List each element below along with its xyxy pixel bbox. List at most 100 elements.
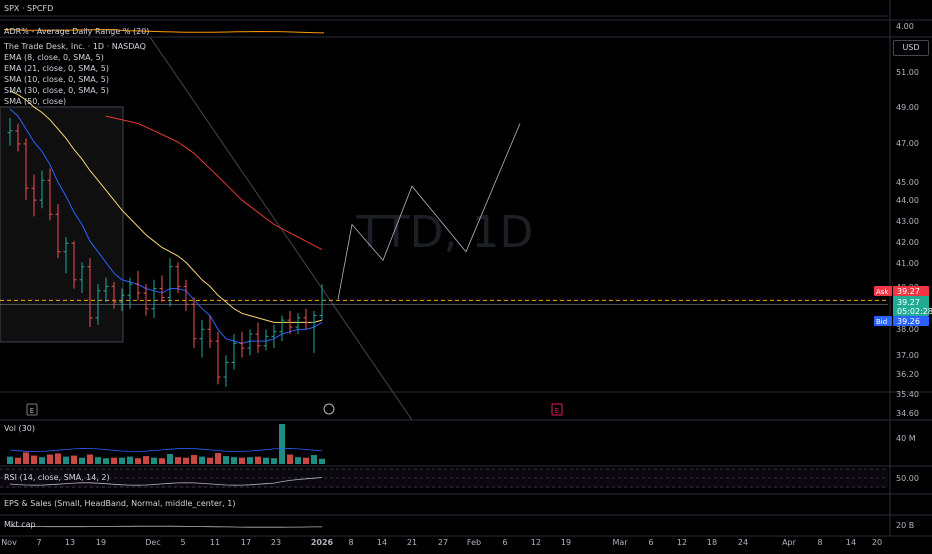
price-axis[interactable]: 4.00 51.00 49.00 47.00 45.00 44.00 43.00 42.00 4… (874, 22, 932, 530)
time-tick: Apr (782, 538, 797, 547)
price-tick: 42.00 (896, 238, 919, 247)
spx-title: SPX · SPCFD (4, 4, 54, 13)
volume-bar (215, 452, 221, 464)
last-price: 39.27 (897, 298, 920, 307)
volume-bar (39, 457, 45, 464)
mktcap-pane (9, 525, 322, 528)
rsi-label[interactable]: RSI (14, close, SMA, 14, 2) (4, 473, 110, 482)
price-tick: 49.00 (896, 103, 919, 112)
volume-bar (287, 454, 293, 464)
volume-bar (255, 456, 261, 464)
ema8-line (9, 108, 323, 344)
time-tick: 18 (707, 538, 717, 547)
ask-price: 39.27 (897, 287, 920, 296)
time-tick: 7 (36, 538, 41, 547)
eps-label[interactable]: EPS & Sales (Small, HeadBand, Normal, mi… (4, 499, 236, 508)
price-tick: 47.00 (896, 139, 919, 148)
volume-bar (279, 424, 285, 464)
legend-sma30[interactable]: SMA (30, close, 0, SMA, 5) (4, 86, 109, 95)
volume-bar (31, 455, 37, 464)
volume-bar (271, 458, 277, 464)
rsi-axis-tick: 50.00 (896, 474, 919, 483)
split-marker (323, 403, 335, 415)
time-tick: 20 (872, 538, 882, 547)
time-tick: 17 (241, 538, 251, 547)
volume-bar (191, 455, 197, 464)
price-tick: 34.60 (896, 409, 919, 418)
volume-ma-line (9, 448, 323, 452)
symbol-watermark: TTD, 1D (356, 207, 534, 258)
adr-label: ADR% - Average Daily Range % (20) (4, 27, 150, 36)
volume-bar (175, 457, 181, 464)
time-tick: 13 (65, 538, 75, 547)
volume-bar (231, 457, 237, 464)
time-tick: 12 (531, 538, 541, 547)
time-tick: 6 (648, 538, 653, 547)
legend-sma50[interactable]: SMA (50, close) (4, 97, 67, 106)
earnings-marker-future: E (555, 407, 559, 415)
earnings-marker-box (26, 403, 38, 416)
symbol-title[interactable]: The Trade Desk, Inc. · 1D · NASDAQ (4, 42, 146, 51)
volume-bar (71, 455, 77, 464)
ask-price-bg (893, 286, 929, 296)
volume-bar (207, 457, 213, 464)
time-axis[interactable]: Nov 7 13 19 Dec 5 11 17 23 2026 8 14 21 27 Feb 6 12 19 Mar… (1, 538, 882, 547)
volume-bar (295, 457, 301, 464)
mktcap-line (9, 525, 322, 528)
price-tick: 36.20 (896, 370, 919, 379)
bid-price-bg (893, 316, 929, 326)
volume-bar (79, 457, 85, 464)
time-tick: 12 (677, 538, 687, 547)
range-box (0, 106, 124, 343)
volume-axis-tick: 40 M (896, 434, 916, 443)
projection-path (337, 123, 521, 300)
time-tick: 19 (96, 538, 106, 547)
time-tick: 6 (502, 538, 507, 547)
volume-bar (119, 457, 125, 464)
ema21-line (9, 90, 323, 323)
time-tick: 14 (846, 538, 856, 547)
volume-bar (223, 456, 229, 464)
volume-bar (23, 452, 29, 464)
time-tick: 2026 (311, 538, 334, 547)
mktcap-axis-tick: 20 B (896, 521, 914, 530)
bid-price: 39.26 (897, 317, 920, 326)
earnings-marker: E (30, 407, 34, 415)
time-tick: Dec (145, 538, 160, 547)
volume-pane (7, 424, 325, 464)
time-tick: 21 (407, 538, 417, 547)
legend-ema8[interactable]: EMA (8, close, 0, SMA, 5) (4, 53, 104, 62)
bid-tag-bg (874, 316, 892, 326)
rsi-pane (0, 468, 888, 488)
last-price-bg (893, 296, 929, 316)
volume-bar (63, 456, 69, 464)
mktcap-label[interactable]: Mkt cap (4, 520, 36, 529)
legend-ema21[interactable]: EMA (21, close, 0, SMA, 5) (4, 64, 109, 73)
time-tick: 23 (271, 538, 281, 547)
earnings-marker-future-box (551, 403, 563, 416)
price-tick: 44.00 (896, 196, 919, 205)
volume-bar (103, 458, 109, 464)
adr-line (3, 29, 325, 34)
time-tick: 14 (377, 538, 387, 547)
volume-bar (263, 457, 269, 464)
legend-sma10[interactable]: SMA (10, close, 0, SMA, 5) (4, 75, 109, 84)
price-tick: 38.00 (896, 325, 919, 334)
volume-bar (55, 453, 61, 464)
time-tick: 5 (180, 538, 185, 547)
time-tick: 19 (561, 538, 571, 547)
volume-bar (239, 457, 245, 464)
time-tick: 11 (210, 538, 220, 547)
volume-bar (87, 454, 93, 464)
volume-label[interactable]: Vol (30) (4, 424, 35, 433)
currency-button[interactable]: USD (893, 40, 929, 56)
volume-bar (247, 457, 253, 464)
price-tick: 43.00 (896, 217, 919, 226)
volume-bar (167, 454, 173, 464)
ask-tag-bg (874, 286, 892, 296)
price-tick: 37.00 (896, 351, 919, 360)
volume-bar (135, 458, 141, 464)
volume-bar (7, 456, 13, 464)
